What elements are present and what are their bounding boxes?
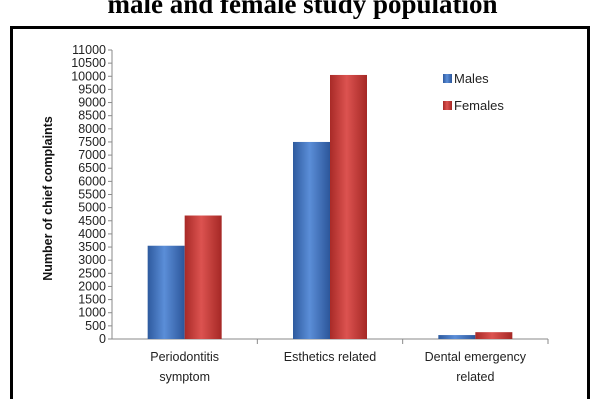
bar-females (475, 332, 513, 339)
y-tick-label: 9500 (78, 82, 106, 96)
y-tick-label: 8500 (78, 109, 106, 123)
y-tick-label: 11000 (72, 43, 106, 57)
y-tick-label: 2000 (78, 279, 106, 293)
y-axis-title: Number of chief complaints (41, 116, 55, 281)
y-tick-label: 1500 (78, 293, 106, 307)
x-category-label: Periodontitis (150, 350, 219, 364)
y-tick-label: 3000 (78, 253, 106, 267)
legend-label-females: Females (454, 98, 504, 113)
bar-males (438, 335, 476, 339)
x-category-label: Esthetics related (284, 350, 376, 364)
y-tick-label: 10000 (71, 69, 106, 83)
legend-swatch-females (443, 101, 452, 110)
y-tick-label: 6500 (78, 161, 106, 175)
y-tick-label: 10500 (71, 56, 106, 70)
y-tick-label: 5500 (78, 188, 106, 202)
y-tick-label: 4500 (78, 214, 106, 228)
y-tick-label: 4000 (78, 227, 106, 241)
y-tick-label: 7000 (78, 148, 106, 162)
bar-females (330, 74, 367, 339)
y-tick-label: 1000 (78, 306, 106, 320)
legend-label-males: Males (454, 71, 489, 86)
y-tick-label: 5000 (78, 201, 106, 215)
legend-swatch-males (443, 74, 452, 83)
x-category-label: related (456, 370, 494, 384)
y-tick-label: 500 (85, 319, 106, 333)
y-tick-label: 6000 (78, 174, 106, 188)
y-tick-label: 7500 (78, 135, 106, 149)
bar-males (147, 245, 185, 339)
y-tick-label: 9000 (78, 96, 106, 110)
y-tick-label: 0 (99, 332, 106, 346)
bar-females (184, 215, 222, 339)
y-tick-label: 8000 (78, 122, 106, 136)
y-tick-label: 2500 (78, 266, 106, 280)
x-category-label: Dental emergency (425, 350, 527, 364)
y-tick-label: 3500 (78, 240, 106, 254)
x-category-label: symptom (159, 370, 210, 384)
bar-males (293, 141, 330, 339)
figure-caption: male and female study population (107, 0, 498, 19)
